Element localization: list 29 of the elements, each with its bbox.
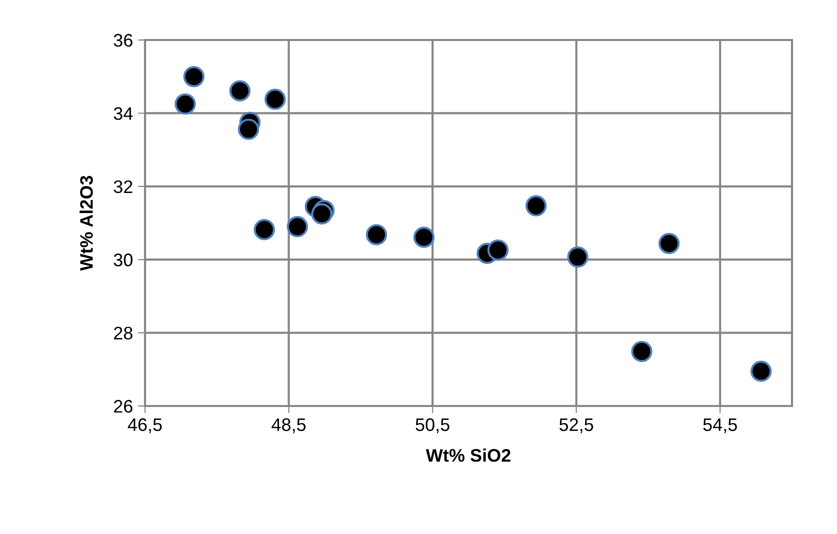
- point: [254, 218, 275, 240]
- point: [631, 340, 652, 362]
- x-axis-title: Wt% SiO2: [426, 448, 510, 462]
- point: [229, 80, 251, 102]
- y-tick-label: 26: [114, 400, 132, 413]
- y-tick-label: 30: [114, 254, 132, 266]
- point: [366, 224, 388, 246]
- point: [238, 118, 260, 140]
- point: [750, 360, 772, 382]
- point: [487, 239, 509, 261]
- point: [183, 66, 204, 88]
- x-tick-label: 48,5: [272, 418, 306, 434]
- y-tick-label: 34: [114, 107, 133, 120]
- x-tick-label: 54,5: [703, 418, 737, 434]
- point: [311, 203, 332, 224]
- x-tick-label: 50,5: [416, 418, 450, 434]
- x-tick-label: 46,5: [128, 418, 162, 434]
- y-tick-label: 36: [114, 34, 132, 47]
- point: [525, 195, 547, 216]
- x-tick-label: 52,5: [559, 418, 594, 434]
- point: [264, 88, 286, 110]
- point: [413, 226, 435, 248]
- point: [658, 232, 680, 254]
- point: [567, 246, 588, 268]
- y-tick-label: 32: [114, 180, 132, 194]
- point: [174, 93, 196, 115]
- y-tick-label: 28: [114, 326, 132, 340]
- point: [286, 216, 308, 238]
- y-axis-title: Wt% Al2O3: [80, 176, 93, 271]
